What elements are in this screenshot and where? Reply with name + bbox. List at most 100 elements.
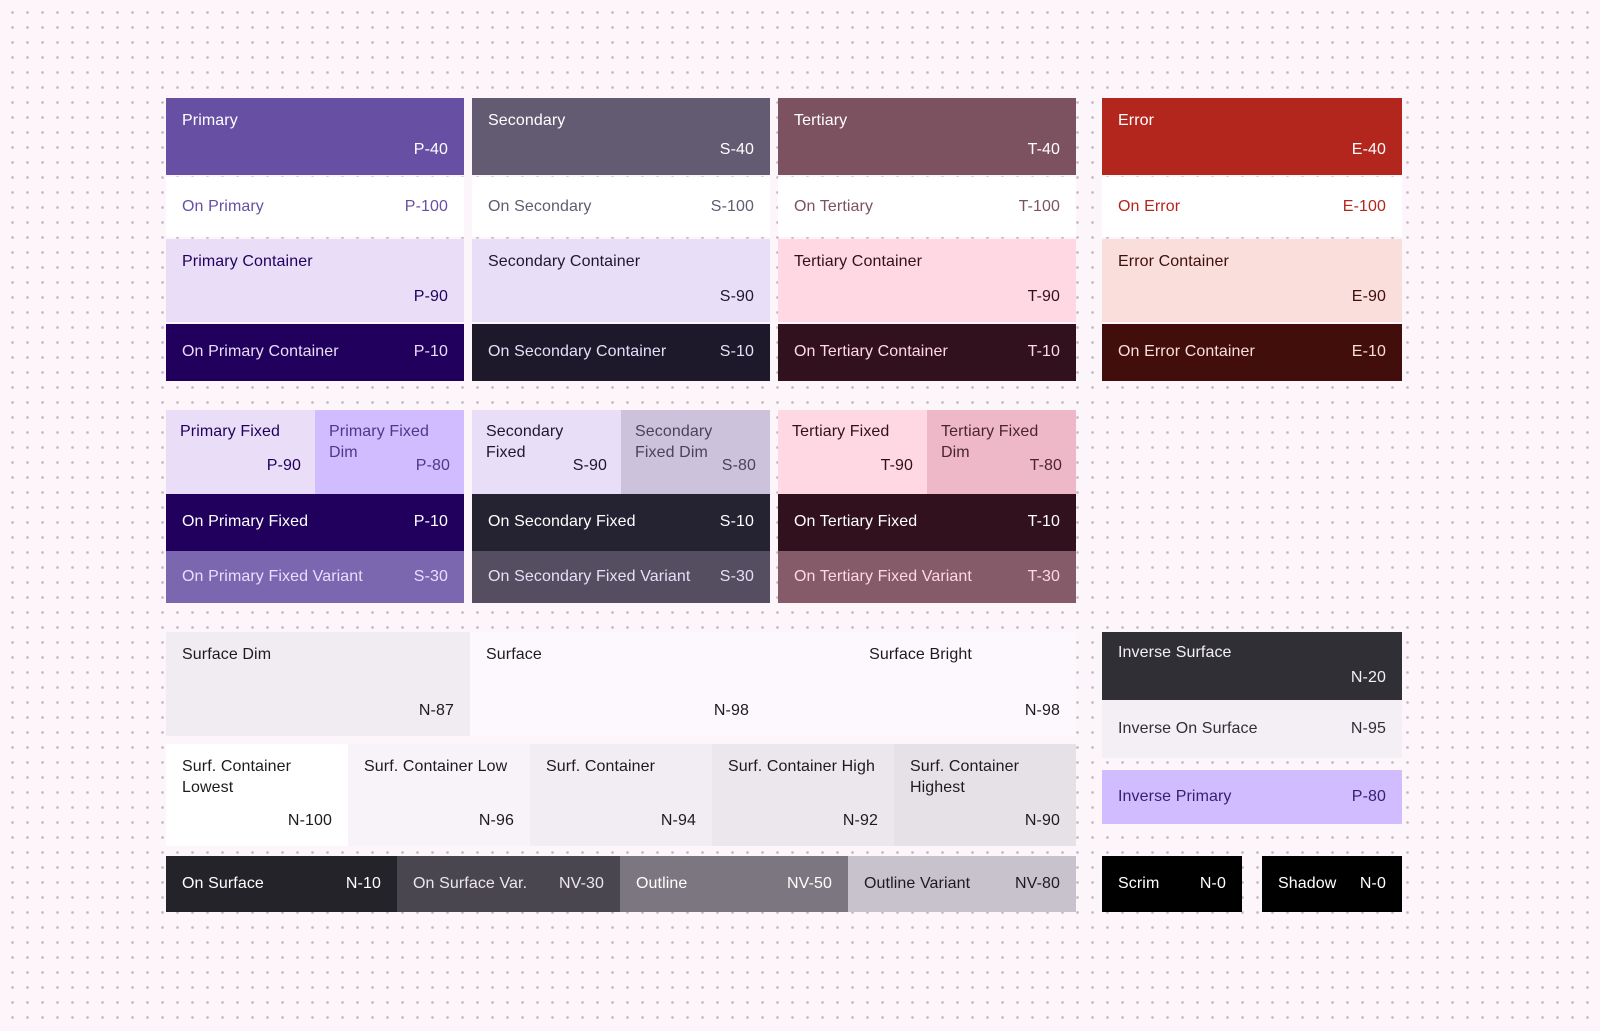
swatch-label: On Primary Fixed Variant	[182, 567, 363, 585]
scrim-swatch: Scrim N-0	[1102, 856, 1242, 912]
surface-container-high-swatch: Surf. Container High N-92	[712, 744, 894, 846]
on-tertiary-swatch: On Tertiary T-100	[778, 177, 1076, 237]
swatch-label: Secondary Container	[488, 253, 641, 270]
swatch-tone: S-10	[719, 513, 754, 531]
swatch-tone: N-100	[287, 812, 332, 830]
surface-container-lowest-swatch: Surf. Container Lowest N-100	[166, 744, 348, 846]
swatch-label: Surface Dim	[182, 646, 272, 663]
swatch-label: On Secondary Fixed	[488, 513, 636, 531]
swatch-tone: P-90	[266, 457, 301, 475]
outline-swatch: Outline NV-50	[620, 856, 848, 912]
swatch-label: Secondary Fixed Dim	[635, 423, 713, 461]
swatch-tone: N-0	[1199, 874, 1226, 892]
swatch-tone: N-87	[418, 702, 454, 720]
swatch-tone: E-90	[1351, 288, 1386, 306]
swatch-tone: NV-30	[559, 874, 604, 892]
swatch-label: Tertiary Container	[794, 253, 923, 270]
on-secondary-fixed-swatch: On Secondary Fixed S-10	[472, 494, 770, 551]
on-surface-variant-swatch: On Surface Var. NV-30	[397, 856, 620, 912]
swatch-label: On Tertiary Fixed Variant	[794, 567, 972, 585]
swatch-tone: S-10	[719, 343, 754, 361]
swatch-tone: T-100	[1018, 197, 1060, 215]
swatch-tone: T-90	[1027, 288, 1060, 306]
swatch-label: On Error	[1118, 197, 1181, 215]
swatch-tone: N-98	[713, 702, 749, 720]
swatch-label: On Primary Container	[182, 343, 339, 361]
inverse-primary-swatch: Inverse Primary P-80	[1102, 770, 1402, 824]
swatch-label: Surf. Container Low	[364, 758, 508, 775]
swatch-tone: P-80	[1351, 787, 1386, 805]
swatch-tone: P-10	[413, 513, 448, 531]
swatch-label: On Secondary Container	[488, 343, 667, 361]
swatch-tone: T-80	[1029, 457, 1062, 475]
swatch-label: Inverse On Surface	[1118, 719, 1258, 737]
swatch-label: Shadow	[1278, 874, 1337, 892]
swatch-tone: N-10	[345, 874, 381, 892]
swatch-tone: S-90	[572, 457, 607, 475]
on-tertiary-fixed-swatch: On Tertiary Fixed T-10	[778, 494, 1076, 551]
swatch-tone: E-100	[1342, 197, 1386, 215]
swatch-tone: S-90	[719, 288, 754, 306]
primary-fixed-dim-swatch: Primary Fixed Dim P-80	[315, 410, 464, 494]
shadow-swatch: Shadow N-0	[1262, 856, 1402, 912]
swatch-tone: NV-80	[1015, 874, 1060, 892]
swatch-label: Surf. Container Highest	[910, 758, 1020, 796]
on-secondary-swatch: On Secondary S-100	[472, 177, 770, 237]
swatch-tone: P-80	[415, 457, 450, 475]
swatch-tone: S-30	[719, 567, 754, 585]
tertiary-fixed-swatch: Tertiary Fixed T-90	[778, 410, 927, 494]
swatch-label: Tertiary Fixed	[792, 423, 890, 440]
swatch-label: Primary Fixed Dim	[329, 423, 429, 461]
swatch-tone: P-100	[404, 197, 448, 215]
on-tertiary-fixed-variant-swatch: On Tertiary Fixed Variant T-30	[778, 551, 1076, 603]
swatch-tone: P-90	[413, 288, 448, 306]
swatch-label: Primary	[182, 112, 238, 129]
swatch-tone: N-96	[478, 812, 514, 830]
swatch-label: Surf. Container Lowest	[182, 758, 292, 796]
swatch-label: Surface	[486, 646, 542, 663]
swatch-tone: P-40	[413, 141, 448, 159]
swatch-tone: S-100	[710, 197, 754, 215]
tertiary-fixed-dim-swatch: Tertiary Fixed Dim T-80	[927, 410, 1076, 494]
swatch-label: Error	[1118, 112, 1155, 129]
swatch-label: On Tertiary Container	[794, 343, 948, 361]
swatch-tone: T-90	[880, 457, 913, 475]
error-container-swatch: Error Container E-90	[1102, 239, 1402, 322]
secondary-fixed-dim-swatch: Secondary Fixed Dim S-80	[621, 410, 770, 494]
swatch-tone: N-92	[842, 812, 878, 830]
on-error-swatch: On Error E-100	[1102, 177, 1402, 237]
surface-swatch: Surface N-98	[470, 632, 765, 736]
swatch-tone: P-10	[413, 343, 448, 361]
swatch-label: Secondary Fixed	[486, 423, 564, 461]
secondary-container-swatch: Secondary Container S-90	[472, 239, 770, 322]
swatch-label: On Primary Fixed	[182, 513, 309, 531]
swatch-label: On Secondary	[488, 197, 592, 215]
on-secondary-fixed-variant-swatch: On Secondary Fixed Variant S-30	[472, 551, 770, 603]
surface-container-swatch: Surf. Container N-94	[530, 744, 712, 846]
outline-variant-swatch: Outline Variant NV-80	[848, 856, 1076, 912]
surface-dim-swatch: Surface Dim N-87	[166, 632, 470, 736]
swatch-tone: NV-50	[787, 874, 832, 892]
swatch-label: On Primary	[182, 197, 264, 215]
swatch-tone: E-40	[1351, 141, 1386, 159]
error-swatch: Error E-40	[1102, 98, 1402, 175]
swatch-label: On Tertiary Fixed	[794, 513, 918, 531]
swatch-tone: E-10	[1351, 343, 1386, 361]
on-surface-swatch: On Surface N-10	[166, 856, 397, 912]
on-primary-swatch: On Primary P-100	[166, 177, 464, 237]
on-primary-container-swatch: On Primary Container P-10	[166, 324, 464, 381]
surface-container-low-swatch: Surf. Container Low N-96	[348, 744, 530, 846]
on-secondary-container-swatch: On Secondary Container S-10	[472, 324, 770, 381]
swatch-label: Surf. Container	[546, 758, 656, 775]
swatch-label: Outline	[636, 874, 688, 892]
swatch-label: Inverse Primary	[1118, 787, 1232, 805]
swatch-tone: N-94	[660, 812, 696, 830]
inverse-surface-swatch: Inverse Surface N-20	[1102, 632, 1402, 700]
swatch-tone: N-95	[1350, 719, 1386, 737]
swatch-label: Scrim	[1118, 874, 1160, 892]
tertiary-container-swatch: Tertiary Container T-90	[778, 239, 1076, 322]
swatch-label: Surface Bright	[869, 646, 972, 663]
on-primary-fixed-swatch: On Primary Fixed P-10	[166, 494, 464, 551]
swatch-tone: T-40	[1027, 141, 1060, 159]
